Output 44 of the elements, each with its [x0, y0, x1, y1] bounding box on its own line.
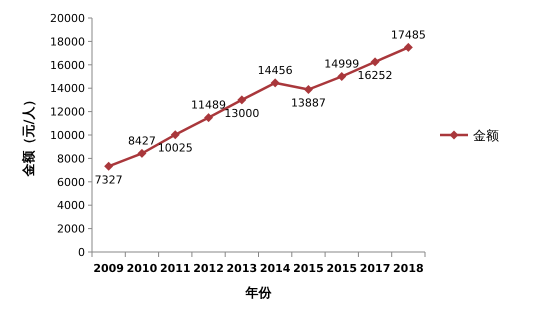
x-tick-label: 2012	[193, 262, 224, 275]
y-tick-label: 2000	[57, 222, 85, 236]
point	[304, 85, 313, 94]
data-label: 8427	[128, 134, 156, 148]
point	[104, 162, 114, 171]
y-tick-label: 16000	[50, 58, 85, 72]
y-tick-label: 8000	[57, 152, 85, 166]
data-label: 14456	[258, 64, 293, 77]
point	[370, 57, 380, 66]
point	[204, 113, 214, 122]
point	[337, 72, 346, 82]
x-tick-label: 2015	[326, 262, 358, 275]
y-tick-label: 20000	[50, 12, 85, 25]
data-label: 13000	[224, 106, 260, 120]
data-label: 11489	[191, 98, 226, 112]
point	[237, 95, 246, 104]
y-tick-label: 4000	[57, 199, 85, 212]
x-axis-title: 年份	[244, 286, 272, 301]
x-tick-label: 2018	[393, 262, 424, 275]
data-label: 13887	[290, 96, 326, 110]
y-tick-label: 6000	[57, 176, 85, 189]
data-label: 10025	[158, 142, 193, 155]
x-tick-label: 2013	[226, 262, 258, 275]
point	[137, 148, 146, 158]
y-tick-label: 14000	[50, 82, 85, 96]
point	[170, 130, 180, 140]
x-tick-label: 2011	[160, 262, 191, 275]
x-tick-label: 2017	[360, 262, 390, 275]
x-tick-label: 2015	[293, 262, 324, 275]
data-label: 7327	[94, 173, 123, 186]
y-axis-title: 金额（元/人）	[21, 94, 37, 178]
data-label: 14999	[324, 58, 360, 71]
data-label: 17485	[390, 28, 426, 42]
x-tick-label: 2009	[93, 262, 124, 275]
y-tick-label: 10000	[50, 129, 85, 142]
legend-label: 金额	[473, 129, 499, 144]
y-tick-label: 12000	[50, 106, 85, 119]
point	[270, 78, 280, 88]
point	[404, 42, 413, 52]
x-tick-label: 2014	[260, 262, 291, 275]
x-tick-label: 2010	[126, 262, 158, 275]
y-tick-label: 18000	[50, 35, 85, 48]
y-tick-label: 0	[78, 246, 85, 259]
data-label: 16252	[358, 68, 393, 82]
